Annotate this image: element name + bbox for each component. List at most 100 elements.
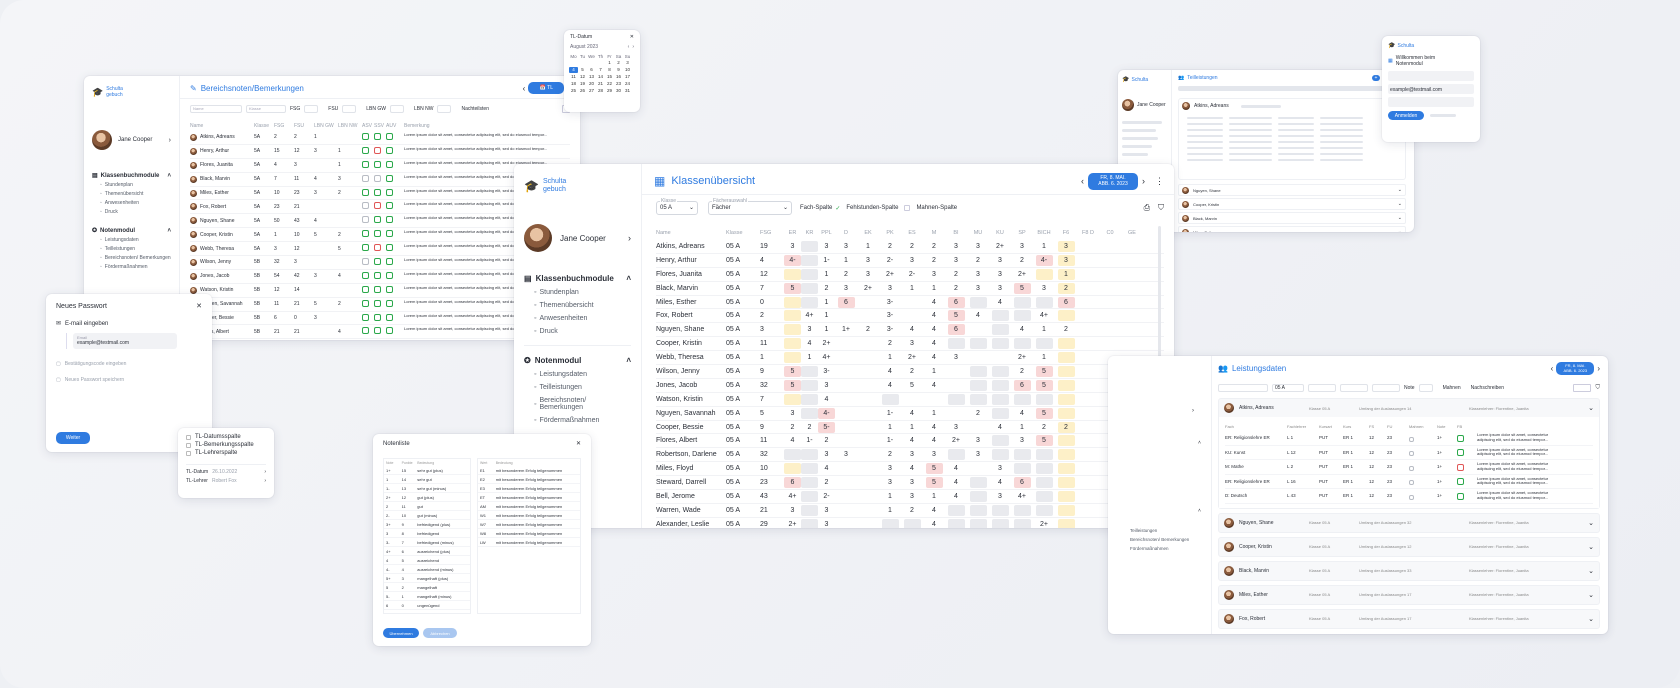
grade-cell[interactable]: [801, 240, 818, 252]
grade-cell[interactable]: 3: [879, 463, 901, 474]
filter-lbn-gw[interactable]: [390, 105, 405, 113]
grade-cell[interactable]: 4: [923, 338, 945, 349]
grade-cell[interactable]: [901, 310, 923, 321]
remark-cell[interactable]: Lorem ipsum dolor sit amet, consectetur …: [404, 174, 548, 179]
grade-cell[interactable]: 3: [879, 283, 901, 294]
grade-cell[interactable]: 2+: [1011, 352, 1033, 363]
sidebar-item[interactable]: ◦ Leistungsdaten: [534, 371, 631, 378]
column-header[interactable]: SSV: [374, 123, 385, 129]
remark-cell[interactable]: Lorem ipsum dolor sit amet, consectetur …: [404, 271, 548, 276]
grade-cell[interactable]: 1: [923, 366, 945, 377]
calendar-day[interactable]: 18: [570, 81, 576, 86]
grade-cell[interactable]: [901, 297, 923, 308]
table-row[interactable]: Miles, Floyd 05 A 10 4 3 4 5 4 3: [656, 462, 1164, 477]
toggle-note[interactable]: Note: [1404, 385, 1415, 391]
grade-cell[interactable]: 2+: [989, 241, 1011, 252]
table-row[interactable]: 4- 4 ausreichend (minus): [384, 565, 470, 574]
checkbox[interactable]: [1409, 436, 1414, 442]
grade-cell[interactable]: 4: [923, 310, 945, 321]
grade-cell[interactable]: [784, 338, 801, 350]
grade-cell[interactable]: 6: [1011, 379, 1033, 391]
student-name[interactable]: Cooper, Bessie: [656, 423, 704, 431]
grade-cell[interactable]: [801, 490, 818, 502]
calendar-day[interactable]: 17: [624, 74, 630, 79]
grade-cell[interactable]: 1: [879, 491, 901, 502]
grade-cell[interactable]: 2: [967, 255, 989, 266]
table-row[interactable]: Webb, Theresa 5A 3 12 5 Lorem ipsum dolor sit…: [190, 242, 570, 257]
grade-cell[interactable]: [989, 310, 1011, 322]
grade-cell[interactable]: [857, 449, 879, 460]
grade-cell[interactable]: [1033, 296, 1055, 308]
column-header[interactable]: KU: [996, 230, 1004, 236]
grade-cell[interactable]: [1055, 338, 1077, 350]
status-cell[interactable]: [386, 188, 404, 198]
table-row[interactable]: Wilson, Jenny 5B 32 3 Lorem ipsum dolor sit …: [190, 256, 570, 270]
chevron-right-icon[interactable]: ›: [632, 44, 634, 50]
grade-cell[interactable]: 2: [1055, 421, 1077, 433]
table-row[interactable]: 5 2 mangelhaft: [384, 583, 470, 592]
remark-cell[interactable]: Lorem ipsum dolor sit amet, consectetur …: [404, 216, 548, 221]
status-cell[interactable]: [374, 160, 386, 170]
table-row[interactable]: 5+ 3 mangelhaft (plus): [384, 574, 470, 583]
grade-cell[interactable]: [857, 310, 879, 321]
grade-cell[interactable]: 1: [818, 324, 835, 335]
grade-cell[interactable]: 3: [989, 269, 1011, 280]
status-cell[interactable]: [374, 271, 386, 281]
status-cell[interactable]: [386, 299, 404, 309]
grade-cell[interactable]: 3: [989, 283, 1011, 294]
column-header[interactable]: F6: [1062, 230, 1070, 236]
mahnen-cell[interactable]: [1409, 458, 1437, 476]
remark-cell[interactable]: Lorem ipsum dolor sit amet, consectetur …: [404, 188, 548, 193]
column-header[interactable]: EK: [864, 230, 872, 236]
remark-cell[interactable]: Lorem ipsum dolor sit amet, consectetur …: [404, 285, 548, 290]
grade-cell[interactable]: 5: [945, 310, 967, 322]
student-name[interactable]: Miles, Floyd: [656, 465, 694, 473]
filter-note[interactable]: [1418, 384, 1433, 392]
status-cell[interactable]: [374, 174, 386, 184]
grade-cell[interactable]: 4: [989, 297, 1011, 308]
grade-cell[interactable]: [945, 449, 967, 461]
column-header[interactable]: ES: [908, 230, 916, 236]
status-cell[interactable]: [386, 174, 404, 184]
grade-cell[interactable]: 3: [1011, 241, 1033, 252]
grade-cell[interactable]: [1055, 393, 1077, 405]
remark-cell[interactable]: Lorem ipsum dolor sit amet, consectetur …: [404, 202, 548, 207]
grade-cell[interactable]: 4: [967, 310, 989, 321]
remark-cell[interactable]: Lorem ipsum dolor sit amet, consectetur …: [1477, 447, 1549, 457]
remark-cell[interactable]: Lorem ipsum dolor sit amet, consectetur …: [404, 313, 548, 318]
sidebar-item[interactable]: ◦ Fördermaßnahmen: [100, 264, 171, 270]
grade-cell[interactable]: 4: [901, 463, 923, 474]
table-row[interactable]: 2- 10 gut (minus): [384, 511, 470, 520]
filter-lbn-nw[interactable]: [437, 105, 452, 113]
table-row[interactable]: W7 mit besonderem Erfolg teilgenommen: [478, 520, 580, 529]
grade-cell[interactable]: [835, 519, 857, 528]
table-row[interactable]: Nguyen, Shane 5A 50 43 4 Lorem ipsum dolor si…: [190, 214, 570, 229]
grade-cell[interactable]: [945, 393, 967, 405]
grade-cell[interactable]: 3-: [879, 324, 901, 335]
date-badge[interactable]: FR, 8. MAI. ABB. 6. 2023: [1088, 172, 1138, 190]
grade-cell[interactable]: 2: [967, 408, 989, 419]
grade-cell[interactable]: 6: [835, 296, 857, 308]
grade-cell[interactable]: [801, 477, 818, 489]
grade-cell[interactable]: 3: [967, 283, 989, 294]
grade-cell[interactable]: 1: [923, 283, 945, 294]
student-name[interactable]: Wilson, Jenny: [656, 367, 700, 375]
table-row[interactable]: W8 mit besonderem Erfolg teilgenommen: [478, 529, 580, 538]
status-cell[interactable]: [386, 313, 404, 323]
grade-cell[interactable]: 4: [1011, 324, 1033, 335]
column-header[interactable]: GE: [1128, 230, 1136, 236]
grade-cell[interactable]: 2: [1055, 324, 1077, 335]
subject-row[interactable]: D: Deutsch L 43 PUT ER 1 12 23 1+ Lorem ipsum d…: [1225, 489, 1593, 504]
table-row[interactable]: Flores, Juanita 5A 4 3 1 Lorem ipsum dolor si…: [190, 159, 570, 173]
toggle-mahnen[interactable]: Mahnen: [1442, 385, 1461, 391]
grade-cell[interactable]: [967, 365, 989, 377]
column-header[interactable]: F8 D: [1082, 230, 1094, 236]
list-item[interactable]: Black, Marvin ⌄: [1178, 212, 1406, 224]
list-item[interactable]: Nguyen, Shane ⌄: [1178, 184, 1406, 196]
grade-cell[interactable]: [784, 296, 801, 308]
grade-cell[interactable]: 1: [818, 297, 835, 308]
grade-cell[interactable]: 3: [835, 449, 857, 460]
table-row[interactable]: Webb, Theresa 05 A 1 1 4+ 1 2+ 4 3 2+ 1: [656, 351, 1164, 366]
table-row[interactable]: Steward, Darrell 05 A 23 6 2 3 3 5 4 4 6: [656, 476, 1164, 491]
grade-cell[interactable]: 4: [818, 463, 835, 474]
